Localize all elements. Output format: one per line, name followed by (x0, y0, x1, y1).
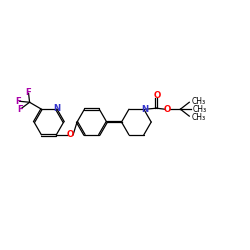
Text: O: O (66, 130, 74, 140)
Text: F: F (15, 97, 20, 106)
Text: F: F (26, 88, 32, 97)
Text: CH₃: CH₃ (191, 112, 206, 122)
Text: F: F (17, 105, 22, 114)
Text: N: N (54, 104, 61, 113)
Text: CH₃: CH₃ (192, 105, 206, 114)
Text: O: O (154, 91, 161, 100)
Text: CH₃: CH₃ (191, 97, 206, 106)
Text: O: O (164, 105, 171, 114)
Text: N: N (141, 105, 148, 114)
